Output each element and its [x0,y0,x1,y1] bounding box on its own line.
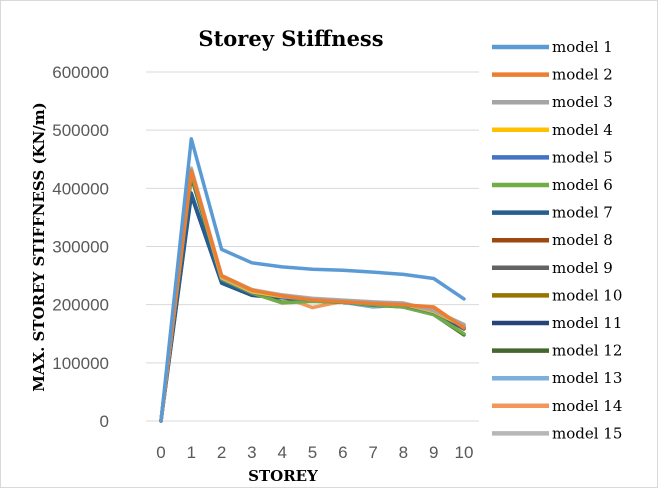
legend-label: model 1 [552,38,613,56]
chart-title: Storey Stiffness [198,26,383,51]
legend-item: model 12 [492,342,622,360]
legend-label: model 9 [552,259,613,277]
x-tick-label: 8 [399,443,408,462]
x-tick-label: 6 [338,443,347,462]
y-tick-label: 200000 [52,296,109,315]
legend-label: model 5 [552,148,613,166]
legend-label: model 6 [552,176,613,194]
x-tick-label: 9 [429,443,438,462]
x-tick-label: 5 [308,443,317,462]
legend-label: model 4 [552,121,613,139]
series-lines [159,137,466,423]
gridlines [146,71,479,364]
legend-item: model 1 [492,38,613,56]
x-tick-label: 4 [277,443,286,462]
y-tick-label: 500000 [52,121,109,140]
y-axis-title: MAX. STOREY STIFFNESS (KN/m) [30,102,48,392]
legend-item: model 7 [492,204,613,222]
legend-label: model 14 [552,397,622,415]
legend-label: model 15 [552,424,622,442]
legend-item: model 5 [492,148,613,166]
series-line-model-15 [159,166,466,423]
legend-label: model 2 [552,66,613,84]
legend-label: model 3 [552,93,613,111]
series-line-model-3 [159,167,466,423]
x-axis-ticks: 0 1 2 3 4 5 6 7 8 9 10 [156,443,473,462]
x-tick-label: 1 [187,443,196,462]
legend-item: model 2 [492,66,613,84]
x-tick-label: 0 [156,443,165,462]
series-line-model-10 [159,169,466,423]
legend-item: model 11 [492,314,622,332]
legend-label: model 13 [552,369,622,387]
y-tick-label: 0 [100,412,109,431]
legend-item: model 13 [492,369,622,387]
legend-label: model 8 [552,231,613,249]
y-tick-label: 600000 [52,63,109,82]
x-tick-label: 7 [368,443,377,462]
series-line-model-8 [159,169,466,423]
legend-item: model 14 [492,397,622,415]
x-axis-title: STOREY [248,467,318,485]
legend: model 1 model 2 model 3 model 4 model 5 model… [492,38,622,442]
series-line-model-5 [159,170,466,423]
legend-item: model 3 [492,93,613,111]
legend-item: model 6 [492,176,613,194]
series-line-model-13 [159,169,466,423]
y-tick-label: 100000 [52,354,109,373]
legend-label: model 10 [552,286,622,304]
y-axis-ticks: 0 100000 200000 300000 400000 500000 600000 [52,63,109,431]
legend-label: model 7 [552,204,613,222]
legend-item: model 9 [492,259,613,277]
y-tick-label: 400000 [52,179,109,198]
series-line-model-2 [159,169,466,423]
y-tick-label: 300000 [52,238,109,257]
series-line-model-1 [159,137,466,423]
legend-label: model 12 [552,342,622,360]
legend-label: model 11 [552,314,622,332]
series-line-model-14 [159,167,466,423]
legend-item: model 8 [492,231,613,249]
legend-item: model 10 [492,286,622,304]
x-tick-label: 2 [217,443,226,462]
legend-item: model 4 [492,121,613,139]
x-tick-label: 10 [455,443,474,462]
series-line-model-9 [159,170,466,423]
legend-item: model 15 [492,424,622,442]
series-line-model-4 [159,169,466,423]
x-tick-label: 3 [247,443,256,462]
